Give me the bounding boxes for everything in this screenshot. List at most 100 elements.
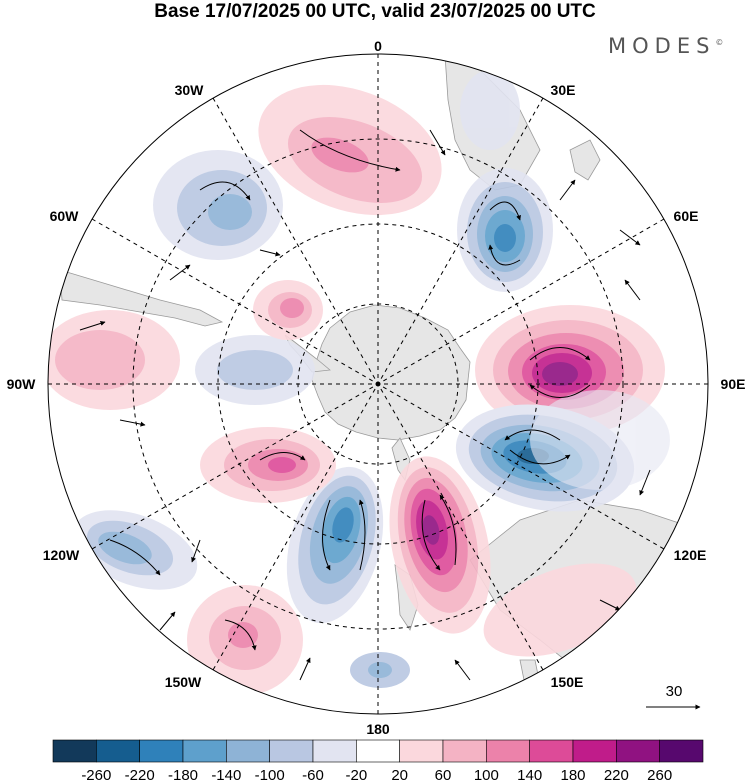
colorbar-swatch [52, 739, 97, 763]
anomaly-contour [228, 622, 258, 648]
wind-vector [454, 659, 471, 681]
colorbar-swatch [572, 739, 617, 763]
longitude-labels: 0 30E 60E 90E 120E 150E 180 150W 120W 90… [7, 38, 746, 737]
wind-vector [159, 611, 176, 631]
anomaly-contour [55, 330, 145, 390]
south-america-land [59, 269, 224, 327]
colorbar-tick-label: 100 [474, 767, 499, 783]
colorbar-tick-label: 140 [517, 767, 542, 783]
anomaly-negative-20e [460, 70, 520, 150]
anomaly-contour [494, 224, 516, 252]
colorbar-tick-label: -260 [81, 767, 111, 783]
wind-vector [509, 449, 571, 465]
colorbar-tick-label: -100 [255, 767, 285, 783]
colorbar-swatch [529, 739, 574, 763]
wind-vector [259, 452, 306, 461]
reference-vector: 30 [646, 683, 701, 710]
colorbar-tick-label: 20 [391, 767, 408, 783]
wind-vector [439, 494, 457, 566]
wind-vector [429, 129, 446, 156]
colorbar-swatch [269, 739, 314, 763]
wind-vector [639, 469, 651, 496]
anomaly-contour [280, 298, 304, 318]
reference-vector-label: 30 [666, 683, 683, 700]
colorbar-tick-label: -180 [168, 767, 198, 783]
lon-label-150e: 150E [551, 674, 584, 690]
colorbar-tick-label: -140 [211, 767, 241, 783]
colorbar-swatch [399, 739, 444, 763]
colorbar-swatch [139, 739, 184, 763]
lon-label-120w: 120W [43, 547, 80, 563]
wind-vector [119, 419, 146, 427]
lon-label-60e: 60E [674, 208, 699, 224]
colorbar-tick-label: -220 [125, 767, 155, 783]
latitude-circle [132, 138, 624, 630]
anomaly-contour [208, 194, 252, 230]
wind-vector [359, 499, 366, 571]
colorbar-tick-label: 220 [604, 767, 629, 783]
colorbar-swatch [96, 739, 140, 763]
colorbar-swatch [356, 739, 400, 763]
wind-vector [299, 657, 311, 681]
anomaly-contour [217, 350, 293, 390]
madagascar-land [569, 139, 601, 181]
lon-label-30w: 30W [175, 82, 205, 98]
wind-vector [529, 347, 591, 361]
colorbar-swatch [616, 739, 660, 763]
colorbar-swatch [226, 739, 270, 763]
wind-vector [489, 201, 521, 221]
wind-vector [79, 320, 106, 331]
lon-label-0: 0 [374, 38, 382, 54]
wind-vector [224, 619, 257, 651]
wind-vector [529, 384, 591, 398]
wind-vector [109, 539, 161, 576]
anomaly-contour [98, 531, 152, 565]
wind-vector [421, 499, 441, 571]
colorbar-tick-label: -60 [302, 767, 324, 783]
wind-vector [322, 499, 331, 571]
colorbar-tick-label: 260 [647, 767, 672, 783]
map-title: Base 17/07/2025 00 UTC, valid 23/07/2025… [154, 1, 596, 22]
colorbar: -260 -220 -180 -140 -100 -60 -20 20 60 100 140 180 2… [52, 739, 704, 783]
lon-label-150w: 150W [165, 674, 202, 690]
copyright-mark: © [715, 38, 724, 47]
anomaly-contour [268, 457, 296, 473]
anomaly-contour [422, 515, 440, 545]
lon-label-30e: 30E [551, 82, 576, 98]
wind-vector [299, 129, 401, 172]
modes-logo: MODES© [608, 34, 723, 58]
lon-label-180: 180 [366, 721, 390, 737]
wind-vector [259, 249, 281, 257]
colorbar-swatch [659, 739, 704, 763]
colorbar-swatch [312, 739, 357, 763]
wind-vector [199, 181, 251, 201]
wind-vector [488, 244, 521, 266]
anomaly-field [48, 70, 670, 695]
wind-vector [559, 179, 576, 201]
brand-text: MODES [608, 34, 716, 58]
wind-vector [191, 539, 201, 563]
anomaly-contour [368, 662, 392, 678]
colorbar-swatch [442, 739, 487, 763]
wind-vector [624, 279, 641, 301]
lon-label-90e: 90E [721, 376, 746, 392]
colorbar-tick-label: -20 [345, 767, 367, 783]
wind-vector [169, 264, 191, 281]
anomaly-weak-negative [530, 390, 670, 490]
wind-vector [504, 429, 561, 441]
lon-label-60w: 60W [50, 208, 80, 224]
colorbar-swatch [486, 739, 530, 763]
colorbar-tick-label: 60 [435, 767, 452, 783]
lon-label-90w: 90W [7, 376, 37, 392]
colorbar-tick-label: 180 [560, 767, 585, 783]
anomaly-contour [542, 362, 578, 386]
colorbar-swatch [182, 739, 227, 763]
wind-vectors [79, 129, 651, 681]
map-border [47, 53, 709, 715]
map-disk [48, 54, 708, 714]
lon-label-120e: 120E [674, 547, 707, 563]
south-pole-marker [375, 381, 381, 387]
antarctica-land [311, 304, 471, 441]
wind-vector [619, 229, 641, 246]
